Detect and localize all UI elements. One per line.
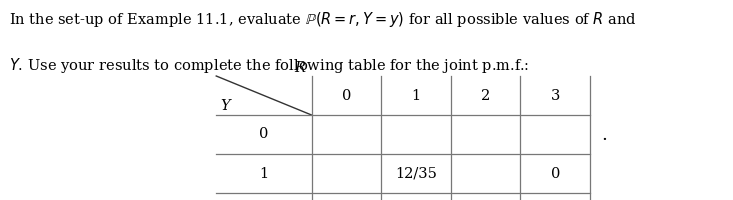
Text: 2: 2 [481, 88, 490, 102]
Text: 1: 1 [411, 88, 421, 102]
Text: 0: 0 [550, 166, 560, 180]
Text: $Y$. Use your results to complete the following table for the joint p.m.f.:: $Y$. Use your results to complete the fo… [9, 56, 529, 75]
Text: In the set-up of Example 11.1, evaluate $\mathbb{P}(R = r, Y = y)$ for all possi: In the set-up of Example 11.1, evaluate … [9, 10, 637, 29]
Text: 1: 1 [259, 166, 268, 180]
Text: 0: 0 [259, 128, 268, 142]
Text: R: R [295, 61, 306, 75]
Text: .: . [601, 126, 607, 144]
Text: 12/35: 12/35 [395, 166, 437, 180]
Text: Y: Y [221, 99, 230, 113]
Text: 3: 3 [550, 88, 560, 102]
Text: 0: 0 [342, 88, 351, 102]
